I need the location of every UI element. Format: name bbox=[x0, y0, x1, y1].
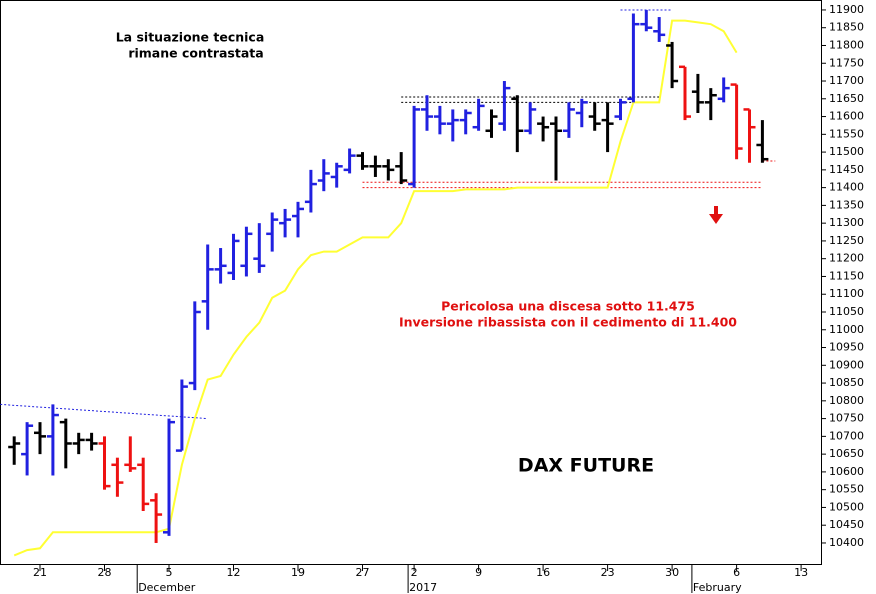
y-tick-label: 11500 bbox=[829, 145, 864, 158]
y-tick-label: 10650 bbox=[829, 447, 864, 460]
y-tick-label: 11200 bbox=[829, 252, 864, 265]
y-tick-label: 10400 bbox=[829, 536, 864, 549]
chart-title: DAX FUTURE bbox=[518, 455, 654, 477]
x-tick-label: 28 bbox=[98, 566, 112, 579]
annotation: rimane contrastata bbox=[128, 46, 263, 61]
y-tick-label: 11400 bbox=[829, 181, 864, 194]
y-tick-label: 11600 bbox=[829, 110, 864, 123]
annotation: La situazione tecnica bbox=[116, 30, 265, 45]
y-tick-label: 11900 bbox=[829, 3, 864, 16]
y-tick-label: 10850 bbox=[829, 376, 864, 389]
x-tick-label: 13 bbox=[794, 566, 808, 579]
y-tick-label: 10500 bbox=[829, 500, 864, 513]
y-tick-label: 10800 bbox=[829, 394, 864, 407]
x-tick-label: 21 bbox=[33, 566, 47, 579]
y-tick-label: 11150 bbox=[829, 269, 864, 282]
x-tick-label: 19 bbox=[291, 566, 305, 579]
y-tick-label: 10950 bbox=[829, 341, 864, 354]
x-tick-label: 27 bbox=[356, 566, 370, 579]
y-tick-label: 11100 bbox=[829, 287, 864, 300]
period-label: 2017 bbox=[409, 581, 437, 594]
y-tick-label: 11050 bbox=[829, 305, 864, 318]
moving-line bbox=[13, 19, 738, 557]
y-tick-label: 11350 bbox=[829, 198, 864, 211]
y-tick-label: 11450 bbox=[829, 163, 864, 176]
y-tick-label: 11550 bbox=[829, 127, 864, 140]
x-tick-label: 9 bbox=[475, 566, 482, 579]
period-label: December bbox=[138, 581, 196, 594]
annotation: Inversione ribassista con il cedimento d… bbox=[399, 315, 737, 330]
y-tick-label: 11300 bbox=[829, 216, 864, 229]
x-tick-label: 2 bbox=[411, 566, 418, 579]
x-tick-label: 16 bbox=[536, 566, 550, 579]
x-tick-label: 5 bbox=[166, 566, 173, 579]
y-tick-label: 10450 bbox=[829, 518, 864, 531]
y-tick-label: 10600 bbox=[829, 465, 864, 478]
y-tick-label: 10900 bbox=[829, 358, 864, 371]
y-tick-label: 11850 bbox=[829, 21, 864, 34]
y-tick-label: 11700 bbox=[829, 74, 864, 87]
y-tick-label: 10700 bbox=[829, 429, 864, 442]
x-tick-label: 30 bbox=[665, 566, 679, 579]
y-tick-label: 10550 bbox=[829, 483, 864, 496]
down-arrow bbox=[709, 206, 723, 224]
y-tick-label: 11800 bbox=[829, 38, 864, 51]
x-tick-label: 23 bbox=[601, 566, 615, 579]
x-tick-label: 6 bbox=[733, 566, 740, 579]
x-tick-label: 12 bbox=[227, 566, 241, 579]
y-tick-label: 11650 bbox=[829, 92, 864, 105]
y-tick-label: 11000 bbox=[829, 323, 864, 336]
y-tick-label: 10750 bbox=[829, 412, 864, 425]
period-label: February bbox=[693, 581, 742, 594]
y-tick-label: 11250 bbox=[829, 234, 864, 247]
y-tick-label: 11750 bbox=[829, 56, 864, 69]
annotation: Pericolosa una discesa sotto 11.475 bbox=[441, 299, 695, 314]
reference-line bbox=[0, 403, 208, 420]
